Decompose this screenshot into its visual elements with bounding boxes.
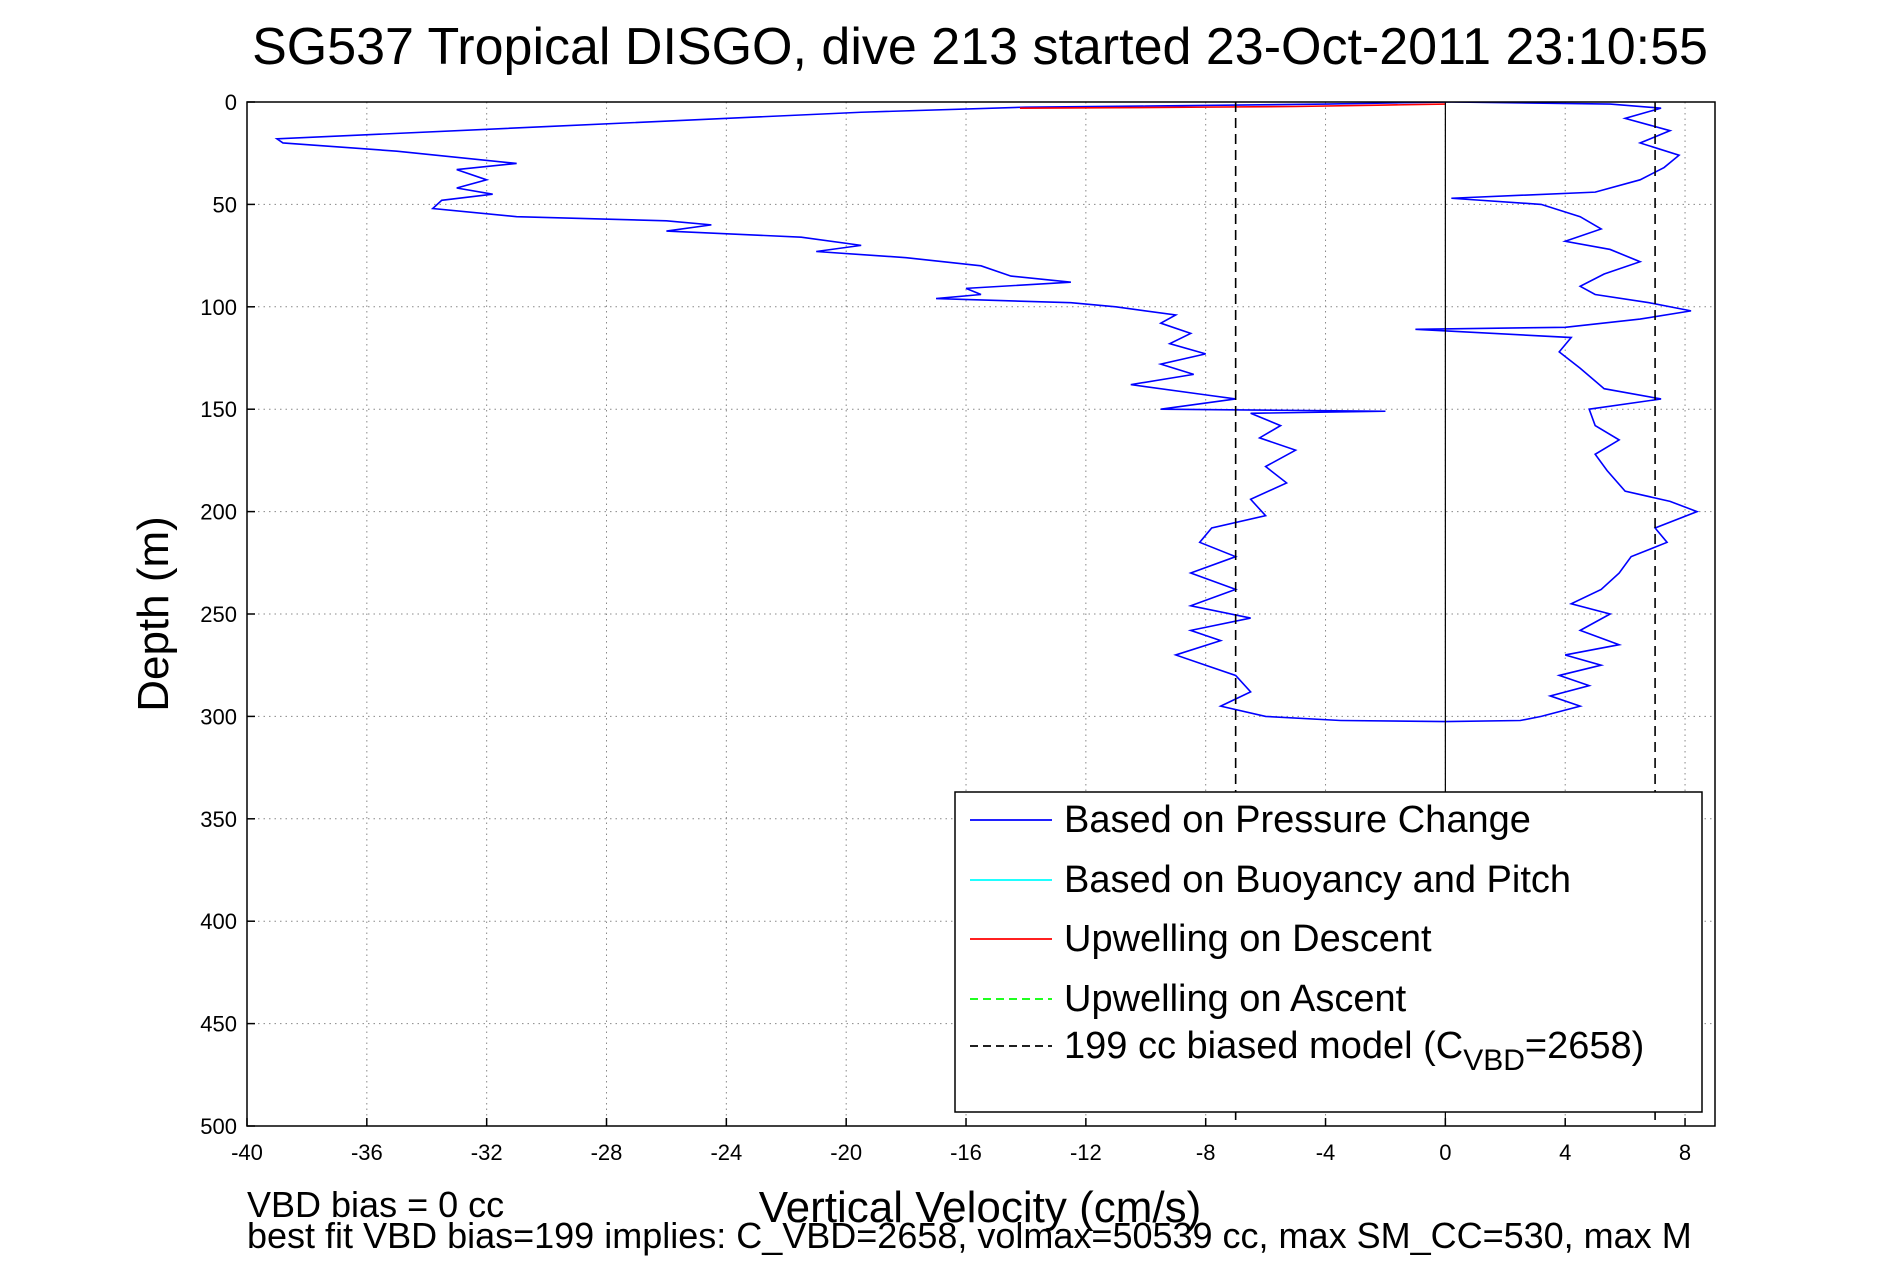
x-tick-label: -28 (591, 1140, 623, 1165)
x-tick-label: -40 (231, 1140, 263, 1165)
x-tick-label: -4 (1316, 1140, 1336, 1165)
series-line (1340, 102, 1700, 723)
y-tick-label: 0 (225, 90, 237, 115)
legend-label: Based on Pressure Change (1064, 799, 1531, 841)
footnote-line-2: best fit VBD bias=199 implies: C_VBD=265… (247, 1215, 1692, 1256)
x-tick-label: -36 (351, 1140, 383, 1165)
legend-label: 199 cc biased model (CVBD=2658) (1064, 1025, 1644, 1077)
y-tick-label: 400 (200, 909, 237, 934)
legend-box (954, 791, 1703, 1113)
chart-title: SG537 Tropical DISGO, dive 213 started 2… (252, 18, 1708, 76)
y-tick-label: 50 (213, 192, 237, 217)
series-line (274, 102, 1452, 722)
x-ticks: -40 -36 -32 -28 -24 -20 -16 -12 -8 -4 0 4 8 (231, 1118, 1691, 1165)
footnote-line-1: VBD bias = 0 cc (247, 1184, 504, 1225)
y-tick-label: 250 (200, 602, 237, 627)
y-ticks: 0 50 100 150 200 250 300 350 400 450 500 (200, 90, 255, 1139)
y-tick-label: 300 (200, 704, 237, 729)
x-tick-label: -16 (950, 1140, 982, 1165)
y-tick-label: 200 (200, 500, 237, 525)
legend-label: Upwelling on Descent (1064, 918, 1432, 960)
y-tick-label: 350 (200, 807, 237, 832)
y-tick-label: 450 (200, 1012, 237, 1037)
y-tick-label: 150 (200, 397, 237, 422)
x-tick-label: -24 (710, 1140, 742, 1165)
x-tick-label: -32 (471, 1140, 503, 1165)
x-tick-label: -20 (830, 1140, 862, 1165)
x-tick-label: 0 (1439, 1140, 1451, 1165)
x-tick-label: -12 (1070, 1140, 1102, 1165)
x-axis-label: Vertical Velocity (cm/s) (759, 1183, 1202, 1232)
x-tick-label: 4 (1559, 1140, 1571, 1165)
y-tick-label: 100 (200, 295, 237, 320)
y-axis-label: Depth (m) (129, 516, 178, 712)
legend-label: Based on Buoyancy and Pitch (1064, 859, 1571, 901)
x-tick-label: -8 (1196, 1140, 1216, 1165)
y-tick-label: 500 (200, 1114, 237, 1139)
legend: Based on Pressure Change Based on Buoyanc… (954, 791, 1703, 1113)
legend-label: Upwelling on Ascent (1064, 978, 1407, 1020)
x-tick-label: 8 (1679, 1140, 1691, 1165)
series-line (1019, 103, 1446, 109)
